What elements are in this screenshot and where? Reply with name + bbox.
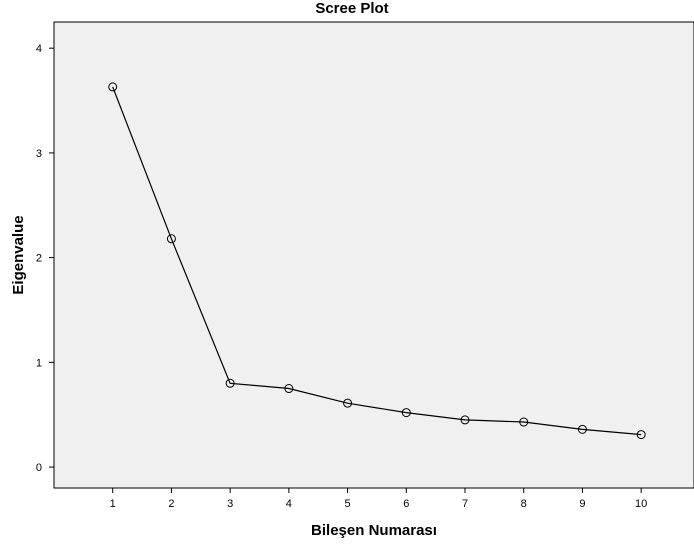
data-point xyxy=(460,415,470,425)
x-tick-label: 10 xyxy=(635,498,647,510)
data-point xyxy=(519,417,529,427)
data-series xyxy=(108,82,646,440)
x-tick-label: 5 xyxy=(345,498,351,510)
data-point xyxy=(284,384,294,394)
x-tick-label: 6 xyxy=(403,498,409,510)
axis-ticks: 0 1 2 3 4 1 2 3 4 5 6 7 8 9 10 xyxy=(36,43,647,510)
x-tick-label: 1 xyxy=(110,498,116,510)
chart-title: Scree Plot xyxy=(315,0,388,17)
x-axis-title: Bileşen Numarası xyxy=(311,522,437,539)
data-point xyxy=(108,82,118,92)
y-tick-label: 0 xyxy=(36,462,42,474)
x-tick-label: 9 xyxy=(579,498,585,510)
data-point xyxy=(577,424,587,434)
data-point xyxy=(636,430,646,440)
data-point xyxy=(166,234,176,244)
y-tick-label: 4 xyxy=(36,43,42,55)
x-tick-label: 8 xyxy=(521,498,527,510)
data-point xyxy=(225,378,235,388)
plot-area xyxy=(53,21,694,489)
y-tick-label: 3 xyxy=(36,148,42,160)
y-axis-title: Eigenvalue xyxy=(10,215,27,294)
x-tick-label: 2 xyxy=(168,498,174,510)
y-tick-label: 1 xyxy=(36,357,42,369)
data-point xyxy=(401,408,411,418)
series-line xyxy=(112,86,642,436)
x-tick-label: 4 xyxy=(286,498,292,510)
y-tick-label: 2 xyxy=(36,253,42,265)
x-tick-label: 3 xyxy=(227,498,233,510)
x-tick-label: 7 xyxy=(462,498,468,510)
data-point xyxy=(343,398,353,408)
